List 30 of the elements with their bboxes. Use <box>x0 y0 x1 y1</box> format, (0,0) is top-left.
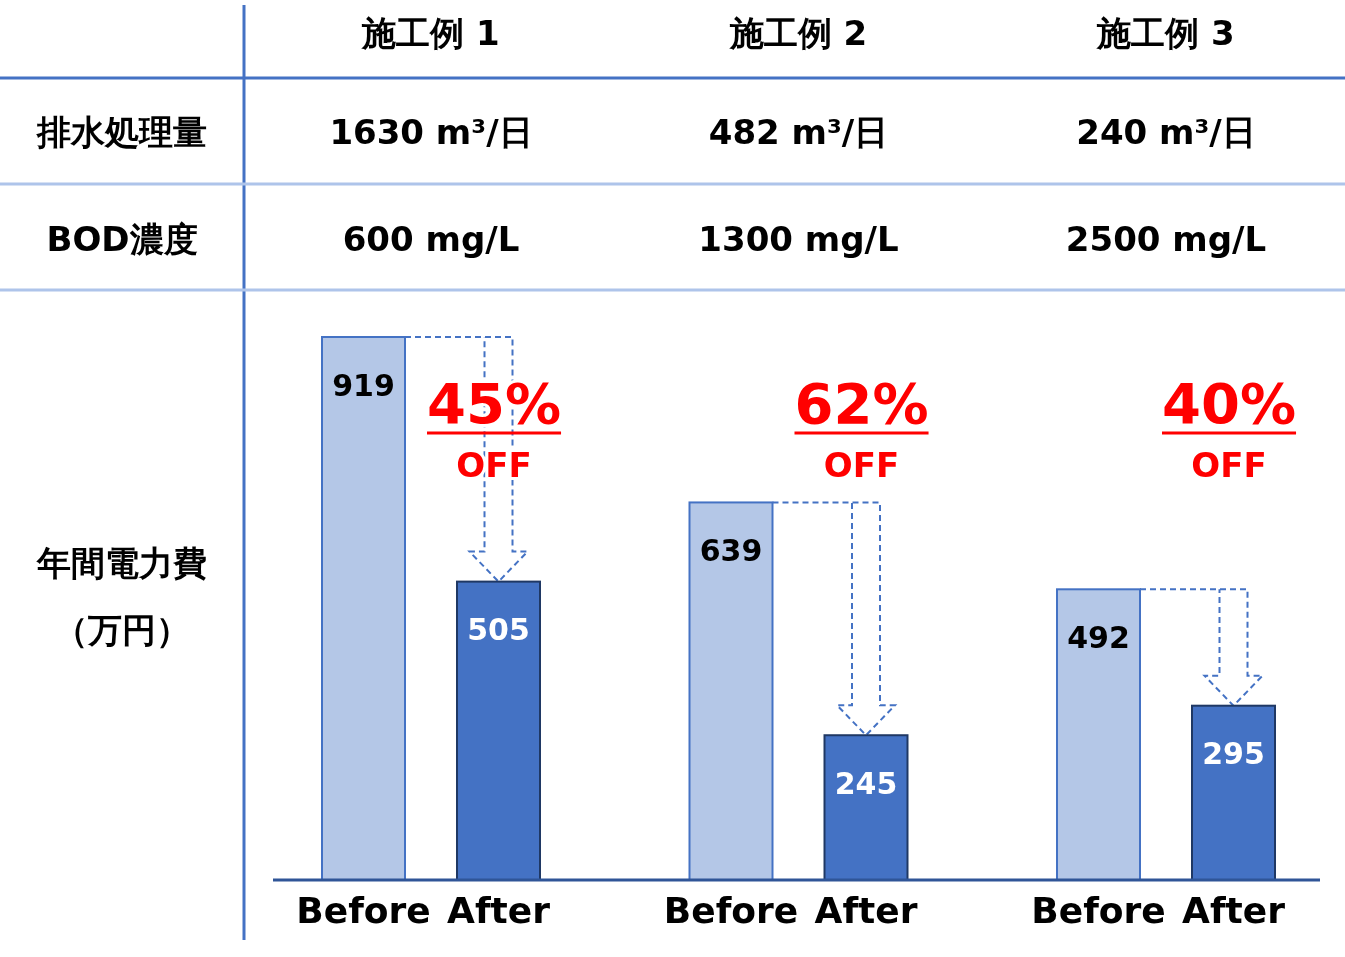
x-tick-label: After <box>1182 889 1286 931</box>
x-tick-label: After <box>447 889 551 931</box>
text: 1630 m³/日 <box>329 112 533 152</box>
text: OFF <box>1191 445 1267 485</box>
text: 2500 mg/L <box>1065 219 1267 259</box>
text: 600 mg/L <box>342 219 520 259</box>
chart-title: 施工例 3 <box>1096 13 1235 53</box>
x-tick-label: Before <box>296 889 431 931</box>
data-label: 505 <box>467 612 530 648</box>
data-label: 492 <box>1067 619 1130 655</box>
text: 年間電力費（万円） <box>36 543 207 650</box>
text: 40% <box>1162 370 1297 436</box>
text: 482 m³/日 <box>708 112 889 152</box>
text: 62% <box>794 370 929 436</box>
chart-title: 施工例 1 <box>361 13 500 53</box>
data-label: 245 <box>834 765 898 801</box>
x-tick-label: Before <box>663 889 799 931</box>
data-label: 919 <box>332 367 395 403</box>
text: 1300 mg/L <box>698 219 899 259</box>
text: OFF <box>823 445 900 485</box>
text: BOD濃度 <box>46 219 198 259</box>
text: 240 m³/日 <box>1076 112 1256 152</box>
text: 排水処理量 <box>36 112 207 152</box>
data-label: 295 <box>1202 736 1265 772</box>
data-label: 639 <box>699 532 763 568</box>
chart-title: 施工例 2 <box>728 13 868 53</box>
x-tick-label: After <box>814 889 918 931</box>
annotation: OFF <box>456 445 532 485</box>
x-tick-label: Before <box>1031 889 1166 931</box>
annotation: 45% <box>427 370 562 436</box>
